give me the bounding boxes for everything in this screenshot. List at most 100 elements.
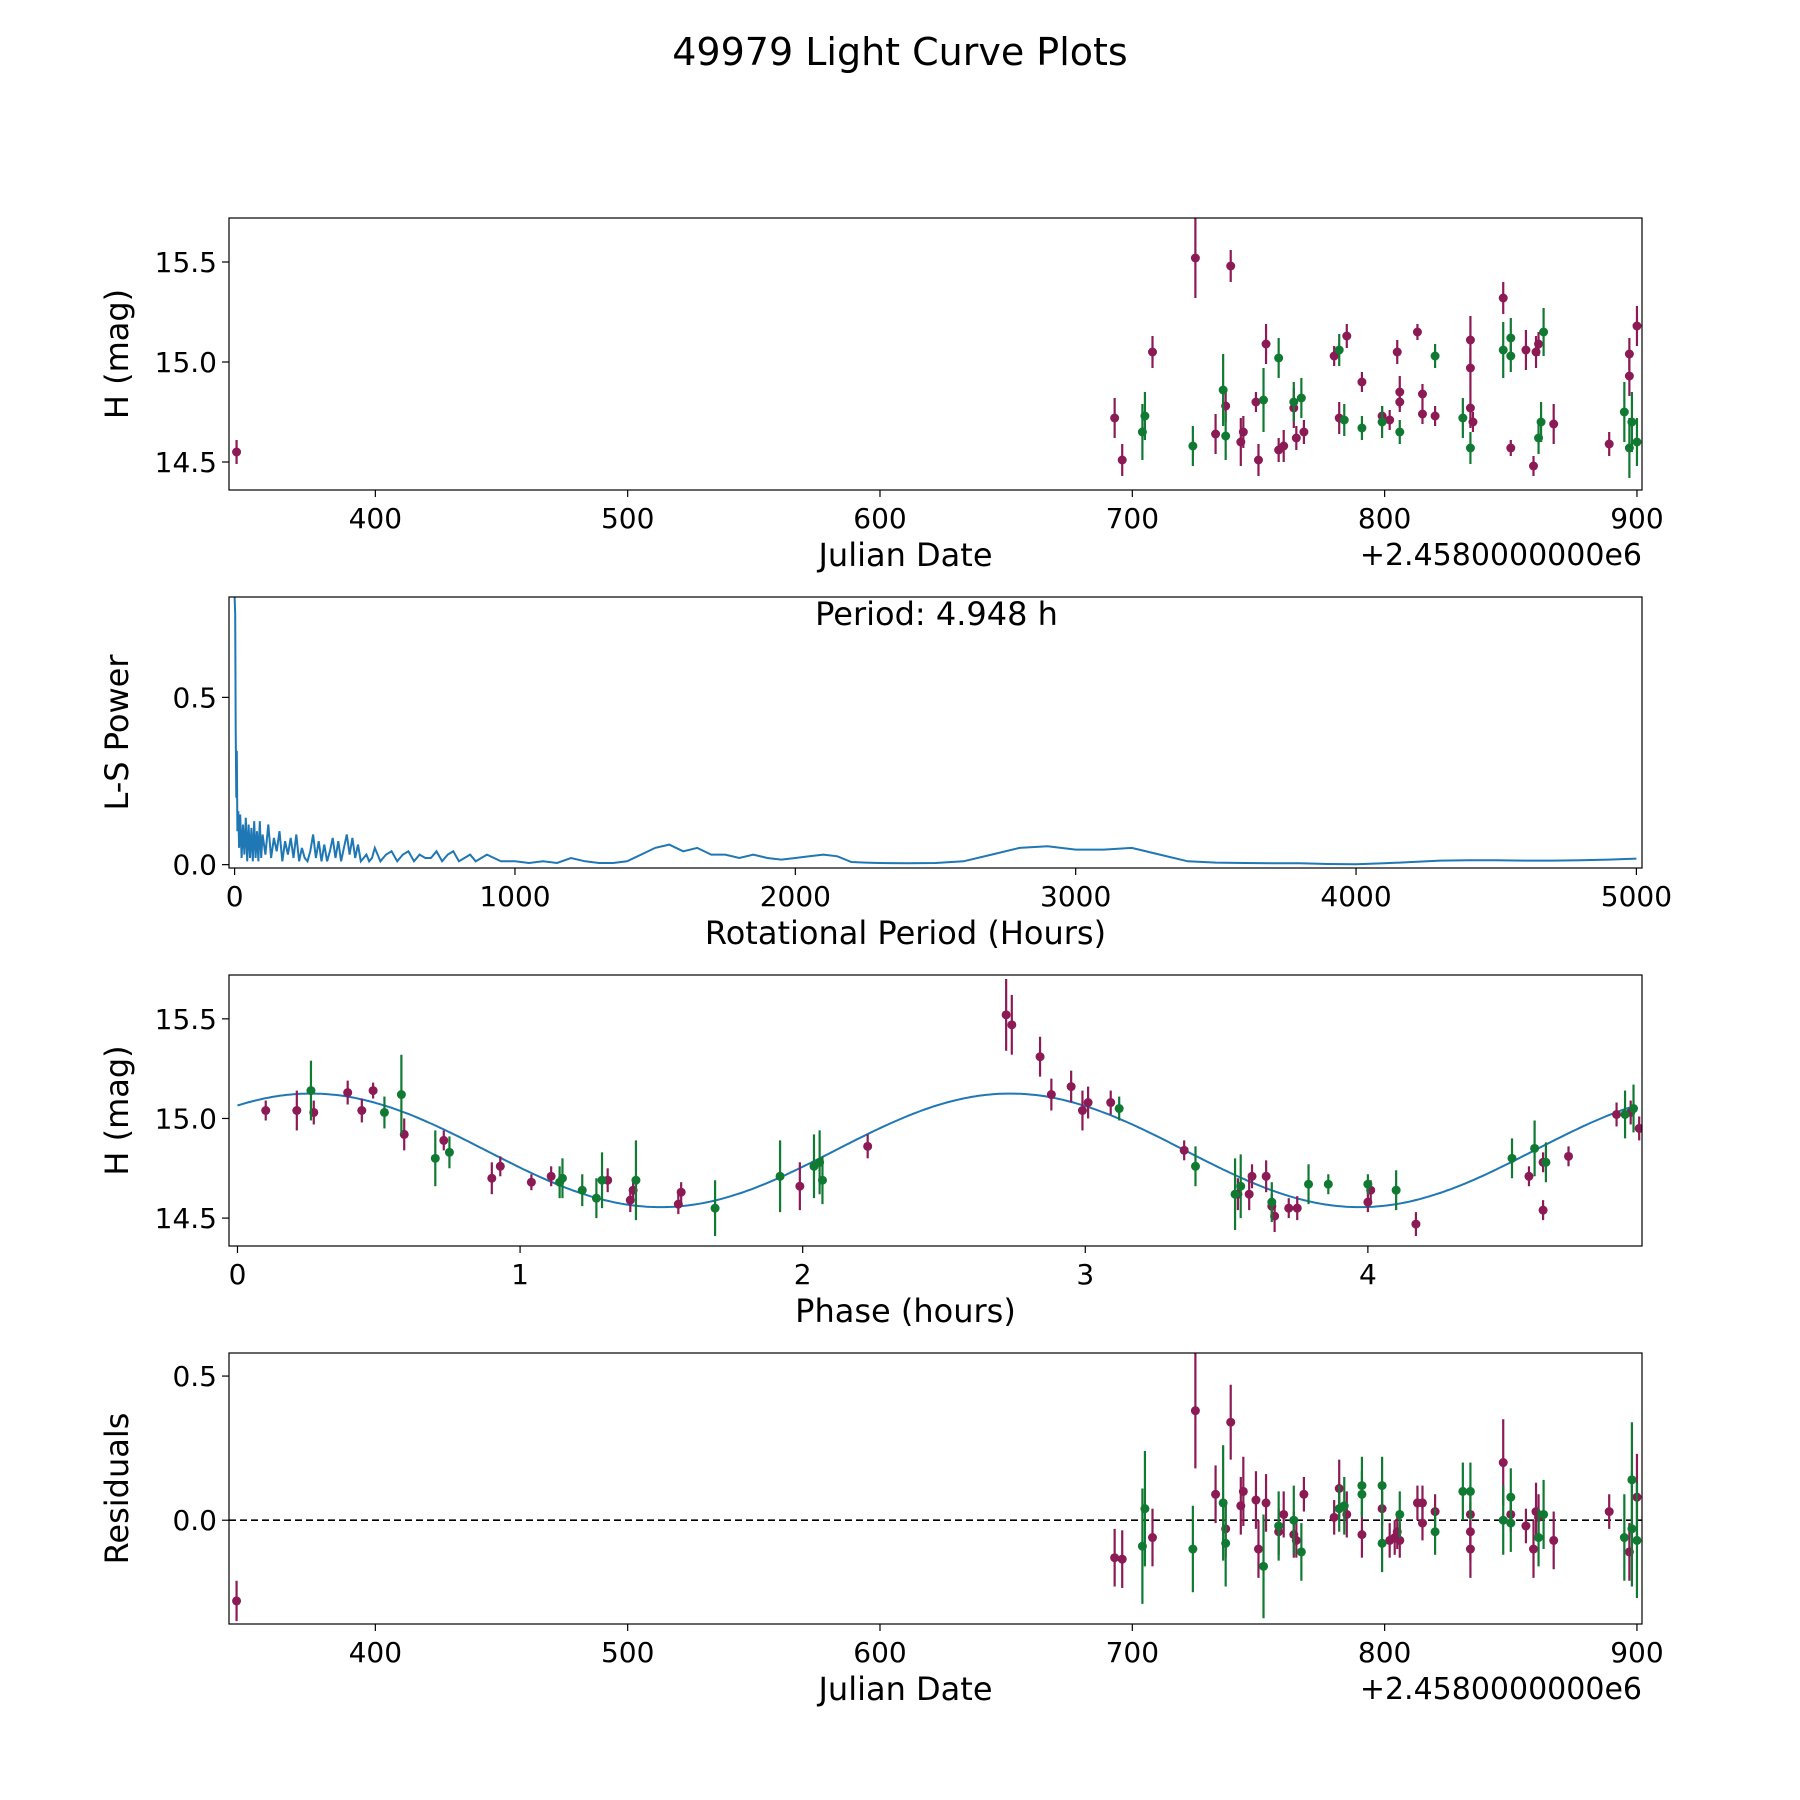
data-point-g xyxy=(1188,441,1198,451)
residuals-axes-frame xyxy=(228,1352,1643,1625)
y-tick-label: 15.5 xyxy=(155,246,217,279)
y-tick-label: 0.5 xyxy=(172,1360,217,1393)
data-point-r xyxy=(1253,1544,1263,1554)
data-point-g xyxy=(1506,333,1516,343)
data-point-r xyxy=(1465,403,1475,413)
x-tick-label: 400 xyxy=(349,1636,402,1669)
data-point-g xyxy=(1465,443,1475,453)
data-point-r xyxy=(1226,261,1236,271)
data-point-r xyxy=(1498,293,1508,303)
data-point-r xyxy=(1329,351,1339,361)
data-point-g xyxy=(1259,395,1269,405)
data-point-r xyxy=(1211,429,1221,439)
periodogram-plot-area xyxy=(233,597,1637,866)
data-point-g xyxy=(577,1185,587,1195)
x-tick-label: 5000 xyxy=(1601,880,1672,913)
data-point-g xyxy=(1620,1109,1630,1119)
data-point-r xyxy=(1001,1010,1011,1020)
data-point-r xyxy=(1624,371,1634,381)
data-point-r xyxy=(1549,1535,1559,1545)
y-tick-label: 15.0 xyxy=(155,1102,217,1135)
phased-y-axis-label: H (mag) xyxy=(98,1045,136,1175)
x-axis-offset-label: +2.4580000000e6 xyxy=(1360,538,1642,573)
data-point-g xyxy=(1218,385,1228,395)
data-point-r xyxy=(1046,1090,1056,1100)
data-point-g xyxy=(591,1193,601,1203)
data-point-r xyxy=(1253,455,1263,465)
x-tick-label: 4 xyxy=(1359,1258,1377,1291)
data-point-g xyxy=(1357,423,1367,433)
data-point-g xyxy=(1140,1504,1150,1514)
data-point-r xyxy=(1279,1509,1289,1519)
data-point-g xyxy=(1507,1153,1517,1163)
data-point-r xyxy=(1634,1123,1642,1133)
y-tick-label: 14.5 xyxy=(155,446,217,479)
data-point-r xyxy=(1117,455,1127,465)
x-tick-label: 700 xyxy=(1106,502,1159,535)
data-point-g xyxy=(1221,1538,1231,1548)
periodogram-axes-frame xyxy=(228,596,1643,869)
data-point-g xyxy=(1627,417,1637,427)
data-point-r xyxy=(1244,1189,1254,1199)
data-point-g xyxy=(1539,327,1549,337)
y-tick-label: 15.0 xyxy=(155,346,217,379)
data-point-r xyxy=(1211,1489,1221,1499)
data-point-r xyxy=(795,1181,805,1191)
data-point-g xyxy=(1377,1481,1387,1491)
data-point-r xyxy=(232,1596,242,1606)
data-point-g xyxy=(1267,1197,1277,1207)
data-point-g xyxy=(1140,411,1150,421)
data-point-g xyxy=(1236,1181,1246,1191)
data-point-g xyxy=(1339,415,1349,425)
data-point-g xyxy=(1430,351,1440,361)
x-tick-label: 900 xyxy=(1610,1636,1663,1669)
data-point-g xyxy=(631,1175,641,1185)
x-tick-label: 500 xyxy=(601,1636,654,1669)
data-point-r xyxy=(1279,441,1289,451)
data-point-g xyxy=(1357,1481,1367,1491)
data-point-r xyxy=(1385,415,1395,425)
data-point-r xyxy=(1529,1544,1539,1554)
periodogram-panel: 0 1000 2000 3000 4000 5000 0.0 0.5 Rotational Pe… xyxy=(98,595,1672,952)
data-point-g xyxy=(1259,1561,1269,1571)
data-point-g xyxy=(1619,1533,1629,1543)
data-point-g xyxy=(1274,1521,1284,1531)
data-point-r xyxy=(1110,413,1120,423)
data-point-g xyxy=(1296,393,1306,403)
data-point-r xyxy=(1077,1106,1087,1115)
data-point-g xyxy=(1430,1527,1440,1537)
data-point-r xyxy=(1534,339,1544,349)
data-point-r xyxy=(1624,349,1634,359)
data-point-r xyxy=(292,1106,302,1115)
x-tick-label: 600 xyxy=(853,502,906,535)
data-point-g xyxy=(1363,1179,1373,1189)
data-point-r xyxy=(1604,439,1614,449)
data-point-g xyxy=(1458,413,1468,423)
data-point-r xyxy=(1238,1486,1248,1496)
data-point-r xyxy=(1521,1521,1531,1531)
data-point-r xyxy=(1395,397,1405,407)
data-point-g xyxy=(1498,1515,1508,1525)
data-point-r xyxy=(1498,1458,1508,1468)
data-point-g xyxy=(1188,1544,1198,1554)
data-point-g xyxy=(1541,1157,1551,1167)
data-point-r xyxy=(1412,327,1422,337)
x-tick-label: 0 xyxy=(226,880,244,913)
data-point-r xyxy=(1465,1544,1475,1554)
data-point-r xyxy=(1299,1489,1309,1499)
y-tick-label: 14.5 xyxy=(155,1202,217,1235)
lightcurve-y-axis-label: H (mag) xyxy=(98,289,136,419)
residuals-panel: 400 500 600 700 800 900 0.0 0.5 Julian Date Resid… xyxy=(98,1352,1664,1708)
lightcurve-axes-frame xyxy=(228,217,1643,491)
data-point-g xyxy=(1289,397,1299,407)
data-point-g xyxy=(1323,1179,1333,1189)
data-point-r xyxy=(676,1187,686,1197)
x-tick-label: 900 xyxy=(1610,502,1663,535)
data-point-g xyxy=(1534,1533,1544,1543)
period-annotation: Period: 4.948 h xyxy=(815,595,1058,633)
data-point-r xyxy=(1468,417,1478,427)
data-point-r xyxy=(1430,411,1440,421)
data-point-r xyxy=(1066,1082,1076,1092)
data-point-g xyxy=(1114,1104,1124,1114)
